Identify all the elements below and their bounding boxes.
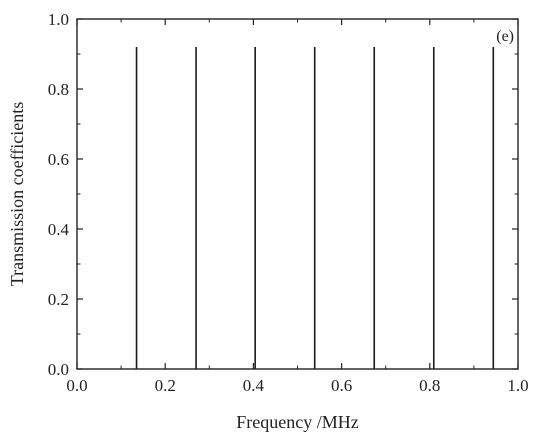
- series-peaks: [135, 47, 495, 369]
- y-tick-label: 0.0: [48, 360, 69, 379]
- y-axis-title: Transmission coefficients: [7, 102, 27, 287]
- y-ticks: 0.0 0.2 0.4 0.6 0.8 1.0: [48, 10, 518, 379]
- x-tick-label: 0.2: [155, 376, 176, 395]
- y-tick-label: 0.4: [48, 220, 70, 239]
- plot-frame: [76, 18, 519, 370]
- x-tick-label: 0.6: [331, 376, 352, 395]
- x-ticks: 0.0 0.2 0.4 0.6 0.8 1.0: [66, 19, 529, 395]
- y-tick-label: 0.2: [48, 290, 69, 309]
- x-tick-label: 1.0: [507, 376, 528, 395]
- x-tick-label: 0.0: [66, 376, 87, 395]
- x-tick-label: 0.8: [419, 376, 440, 395]
- y-tick-label: 1.0: [48, 10, 69, 29]
- y-tick-label: 0.6: [48, 150, 69, 169]
- x-tick-label: 0.4: [243, 376, 265, 395]
- x-axis-title: Frequency /MHz: [236, 412, 358, 432]
- panel-label: (e): [496, 28, 514, 45]
- y-tick-label: 0.8: [48, 80, 69, 99]
